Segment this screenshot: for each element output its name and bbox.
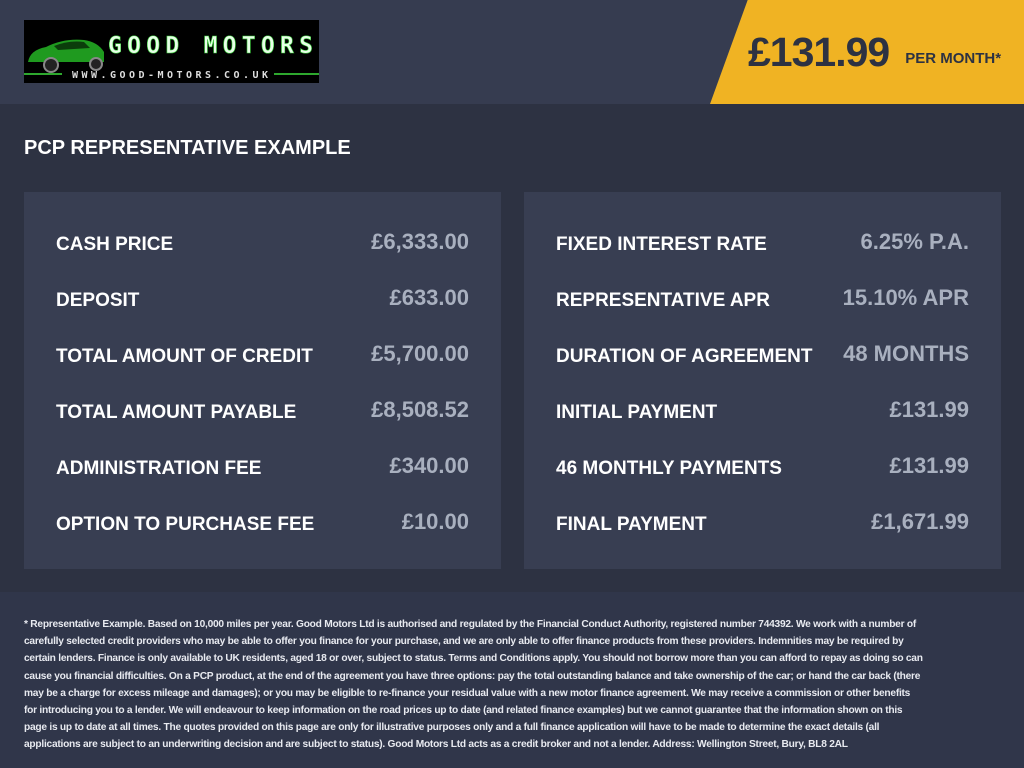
row-label: REPRESENTATIVE APR	[556, 290, 770, 311]
monthly-price: £131.99	[748, 28, 890, 75]
finance-panel-left: CASH PRICE £6,333.00 DEPOSIT £633.00 TOTAL…	[24, 192, 501, 569]
row-label: FINAL PAYMENT	[556, 514, 707, 535]
table-row: TOTAL AMOUNT PAYABLE £8,508.52	[56, 382, 469, 438]
table-row: DEPOSIT £633.00	[56, 270, 469, 326]
table-row: FINAL PAYMENT £1,671.99	[556, 494, 969, 550]
row-label: ADMINISTRATION FEE	[56, 458, 262, 479]
row-value: £633.00	[389, 285, 469, 310]
row-label: DURATION OF AGREEMENT	[556, 346, 813, 367]
row-value: 6.25% P.A.	[860, 229, 969, 254]
table-row: FIXED INTEREST RATE 6.25% P.A.	[556, 214, 969, 270]
row-value: 15.10% APR	[842, 285, 969, 310]
page-title: PCP REPRESENTATIVE EXAMPLE	[24, 137, 351, 159]
row-label: FIXED INTEREST RATE	[556, 234, 767, 255]
row-value: £131.99	[889, 453, 969, 478]
table-row: 46 MONTHLY PAYMENTS £131.99	[556, 438, 969, 494]
svg-text:GOOD MOTORS: GOOD MOTORS	[108, 33, 313, 59]
row-value: £340.00	[389, 453, 469, 478]
header: GOOD MOTORS WWW.GOOD-MOTORS.CO.UK £131.9…	[0, 0, 1024, 104]
price-suffix: PER MONTH*	[905, 49, 1002, 67]
row-label: DEPOSIT	[56, 290, 140, 311]
table-row: INITIAL PAYMENT £131.99	[556, 382, 969, 438]
table-row: TOTAL AMOUNT OF CREDIT £5,700.00	[56, 326, 469, 382]
row-label: CASH PRICE	[56, 234, 174, 255]
table-row: REPRESENTATIVE APR 15.10% APR	[556, 270, 969, 326]
disclaimer-text: * Representative Example. Based on 10,00…	[24, 619, 923, 751]
row-value: £5,700.00	[371, 341, 469, 366]
table-row: DURATION OF AGREEMENT 48 MONTHS	[556, 326, 969, 382]
table-row: CASH PRICE £6,333.00	[56, 214, 469, 270]
row-label: TOTAL AMOUNT OF CREDIT	[56, 346, 313, 367]
svg-text:WWW.GOOD-MOTORS.CO.UK: WWW.GOOD-MOTORS.CO.UK	[72, 70, 268, 81]
row-value: £10.00	[401, 509, 469, 534]
footer: * Representative Example. Based on 10,00…	[0, 592, 1024, 768]
row-value: £131.99	[889, 397, 969, 422]
row-value: £1,671.99	[871, 509, 969, 534]
row-label: OPTION TO PURCHASE FEE	[56, 514, 315, 535]
row-label: 46 MONTHLY PAYMENTS	[556, 458, 782, 479]
table-row: ADMINISTRATION FEE £340.00	[56, 438, 469, 494]
row-label: TOTAL AMOUNT PAYABLE	[56, 402, 297, 423]
monthly-price-banner: £131.99 PER MONTH*	[710, 0, 1024, 104]
row-value: 48 MONTHS	[843, 341, 969, 366]
logo[interactable]: GOOD MOTORS WWW.GOOD-MOTORS.CO.UK	[24, 20, 319, 83]
row-value: £6,333.00	[371, 229, 469, 254]
table-row: OPTION TO PURCHASE FEE £10.00	[56, 494, 469, 550]
row-label: INITIAL PAYMENT	[556, 402, 718, 423]
finance-panel-right: FIXED INTEREST RATE 6.25% P.A. REPRESENTA…	[524, 192, 1001, 569]
row-value: £8,508.52	[371, 397, 469, 422]
